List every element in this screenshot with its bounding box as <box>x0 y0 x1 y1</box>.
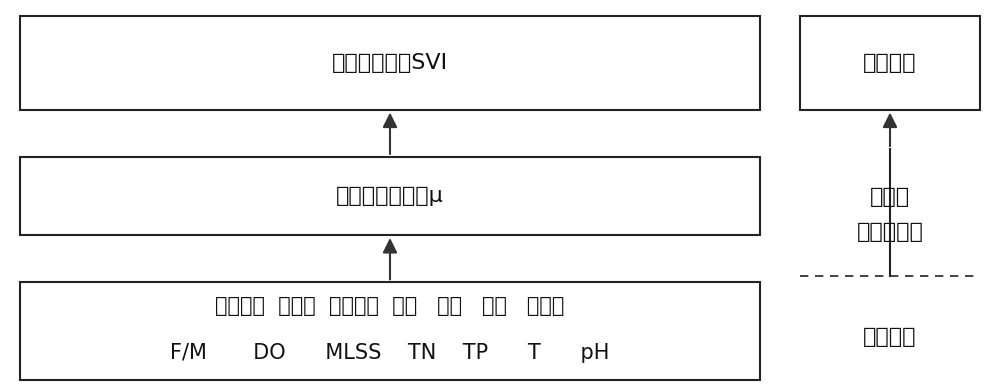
Bar <box>20 157 760 235</box>
Text: 污泥体积指数SVI: 污泥体积指数SVI <box>332 53 448 73</box>
Text: 生长动力学: 生长动力学 <box>857 222 923 242</box>
Bar <box>20 16 760 110</box>
Text: 输出变量: 输出变量 <box>863 53 917 73</box>
Bar <box>800 16 980 110</box>
Bar <box>20 282 760 380</box>
Text: 丝状菌: 丝状菌 <box>870 187 910 207</box>
Text: 污泥负荷  溶解氧  污泥浓度  总氮   总磷   温度   酸碱度: 污泥负荷 溶解氧 污泥浓度 总氮 总磷 温度 酸碱度 <box>215 296 565 316</box>
Text: 输入变量: 输入变量 <box>863 327 917 347</box>
Text: 丝状菌比生长率μ: 丝状菌比生长率μ <box>336 186 444 206</box>
Text: F/M       DO      MLSS    TN    TP      T      pH: F/M DO MLSS TN TP T pH <box>170 343 610 363</box>
